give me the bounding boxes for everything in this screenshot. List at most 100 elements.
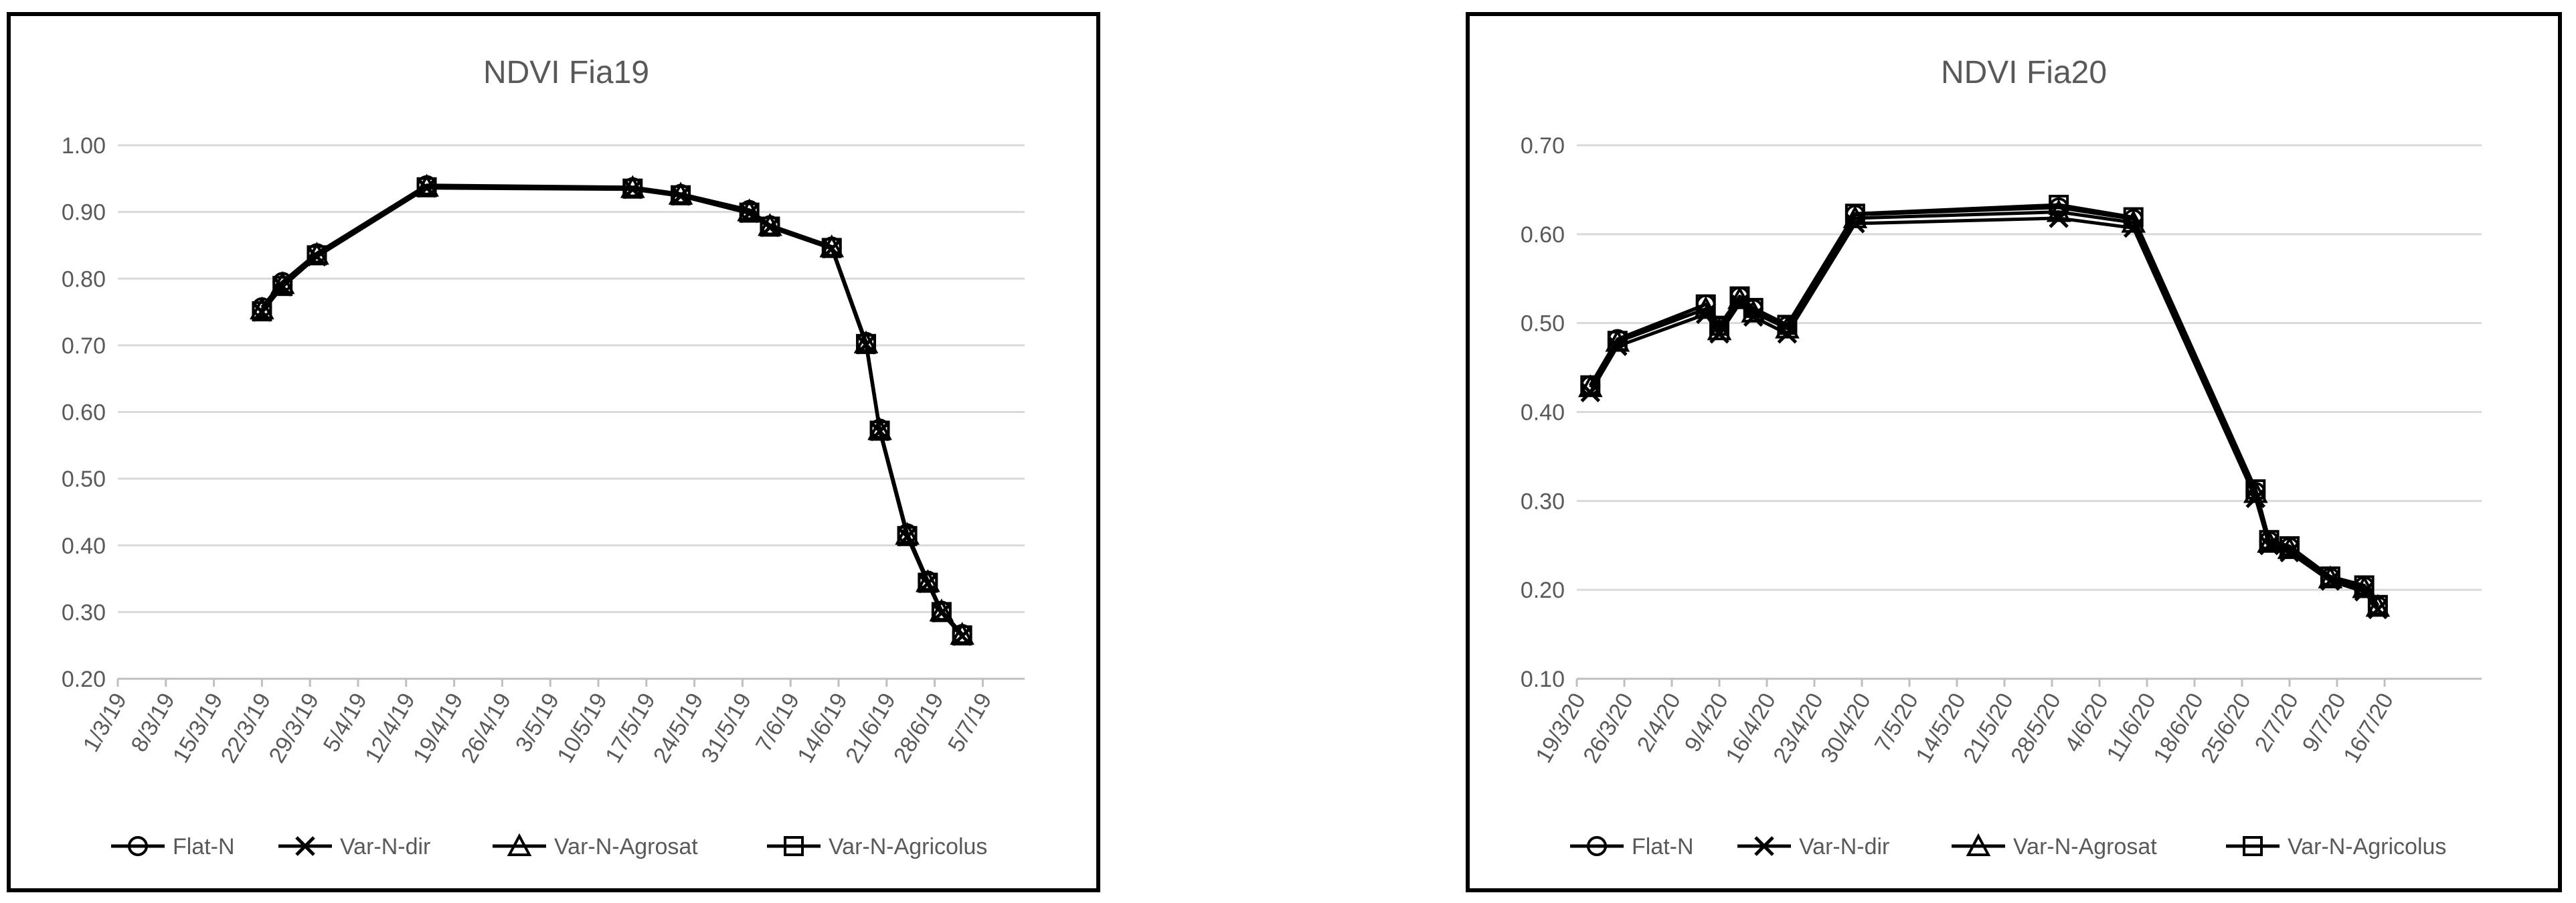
y-tick-label: 0.40 xyxy=(1521,400,1565,426)
data-point xyxy=(856,333,877,354)
legend-marker xyxy=(1966,833,1991,856)
data-point xyxy=(1844,203,1865,224)
data-point xyxy=(931,602,952,623)
data-point xyxy=(2243,480,2268,503)
series-line xyxy=(1589,216,2379,610)
data-point xyxy=(2367,594,2388,615)
y-tick-label: 0.20 xyxy=(1521,578,1565,603)
legend-marker xyxy=(784,836,804,856)
legend-label: Flat-N xyxy=(173,834,235,859)
data-point xyxy=(869,420,890,441)
data-point xyxy=(1709,315,1729,336)
legend-marker xyxy=(128,836,148,856)
data-point xyxy=(2259,529,2280,550)
chart-panel-fia19: NDVI Fia19 0.20 0.30 0.40 0.50 0.60 0.70 0.80 0.… xyxy=(7,12,1100,892)
data-point xyxy=(1729,286,1750,307)
y-tick-label: 0.40 xyxy=(62,533,106,559)
data-point xyxy=(2049,194,2069,215)
data-point xyxy=(1695,294,1716,315)
legend-label: Var-N-dir xyxy=(1799,834,1889,859)
data-point xyxy=(1775,315,1800,339)
data-point xyxy=(2352,575,2377,598)
data-point xyxy=(2123,207,2144,228)
grid xyxy=(118,144,1025,613)
legend-marker xyxy=(1587,836,1607,856)
data-point xyxy=(1777,315,1798,335)
chart-title: NDVI Fia20 xyxy=(1941,55,2107,90)
series-flat-n xyxy=(252,175,972,645)
x-tick-label: 2/4/20 xyxy=(1632,689,1686,756)
data-point xyxy=(252,301,272,322)
data-point xyxy=(1577,374,1603,398)
data-point xyxy=(1607,331,1628,351)
data-point xyxy=(250,296,274,320)
x-tick-label: 7/6/19 xyxy=(751,689,804,756)
series-line xyxy=(260,185,964,636)
data-point xyxy=(1743,298,1764,319)
data-point xyxy=(2280,536,2300,557)
y-tick-label: 0.70 xyxy=(1521,133,1565,159)
x-tick-label: 5/7/19 xyxy=(943,689,997,756)
chart-ndvi-fia20: NDVI Fia200.100.200.300.400.500.600.7019… xyxy=(1521,55,2482,859)
y-tick-label: 1.00 xyxy=(62,133,106,159)
data-point xyxy=(2354,575,2375,596)
x-tick-label: 8/3/19 xyxy=(126,689,180,756)
x-tick-label: 3/5/19 xyxy=(511,689,564,756)
legend: Flat-N Var-N-dir Var-N-Agrosat Var-N-Agrico… xyxy=(1570,833,2446,859)
data-point xyxy=(622,178,643,199)
grid xyxy=(1577,144,2482,591)
chart-ndvi-fia19: NDVI Fia19 0.20 0.30 0.40 0.50 0.60 0.70 0.80 0.… xyxy=(62,55,1025,859)
series-line xyxy=(1589,210,2379,608)
data-point xyxy=(1842,205,1868,228)
data-point xyxy=(952,625,972,646)
y-tick-label: 0.70 xyxy=(62,333,106,359)
y-tick-label: 0.60 xyxy=(62,400,106,426)
data-point xyxy=(671,185,691,206)
legend-marker xyxy=(295,836,315,856)
series-var-n-agricolus xyxy=(1580,194,2388,615)
chart-panel-fia20: NDVI Fia20 0.10 0.20 0.30 0.40 0.50 0.60 0.70 19… xyxy=(1466,12,2562,892)
data-point xyxy=(739,202,760,223)
data-point xyxy=(307,245,327,266)
series-var-n-agricolus xyxy=(252,177,972,646)
data-point xyxy=(760,216,780,237)
data-point xyxy=(918,572,938,593)
data-point xyxy=(2365,594,2391,617)
data-point xyxy=(2245,479,2266,500)
legend-label: Var-N-Agricolus xyxy=(2288,834,2446,859)
series-line xyxy=(260,183,964,635)
data-point xyxy=(2046,199,2071,222)
y-tick-label: 0.50 xyxy=(62,467,106,492)
legend-label: Var-N-dir xyxy=(340,834,430,859)
x-tick-label: 1/3/19 xyxy=(78,689,132,756)
y-tick-label: 0.80 xyxy=(62,266,106,292)
y-tick-label: 0.10 xyxy=(1521,667,1565,692)
chart-title: NDVI Fia19 xyxy=(483,55,649,90)
data-point xyxy=(1707,317,1732,341)
y-tick-label: 0.30 xyxy=(1521,489,1565,514)
series-line xyxy=(260,185,964,637)
legend-label: Var-N-Agrosat xyxy=(554,834,698,859)
series-var-n-dir xyxy=(1580,208,2388,620)
data-point xyxy=(897,525,918,546)
series-var-n-agrosat xyxy=(1577,199,2391,617)
x-tick-label: 5/4/19 xyxy=(319,689,372,756)
x-tick-label: 2/7/20 xyxy=(2250,689,2304,756)
data-point xyxy=(2320,566,2340,587)
y-tick-label: 0.50 xyxy=(1521,311,1565,337)
data-point xyxy=(821,238,842,258)
legend-label: Var-N-Agricolus xyxy=(829,834,987,859)
y-tick-label: 0.30 xyxy=(62,600,106,625)
y-tick-label: 0.60 xyxy=(1521,222,1565,248)
legend-marker xyxy=(2243,836,2263,856)
data-point xyxy=(416,177,437,197)
series-var-n-agrosat xyxy=(250,173,974,645)
legend-marker xyxy=(1754,836,1774,856)
data-point xyxy=(272,276,293,297)
series-line xyxy=(1589,203,2379,606)
data-point xyxy=(2121,210,2146,233)
legend-marker xyxy=(507,833,532,856)
y-tick-label: 0.20 xyxy=(62,667,106,692)
legend-label: Var-N-Agrosat xyxy=(2013,834,2157,859)
data-point xyxy=(1580,375,1601,396)
